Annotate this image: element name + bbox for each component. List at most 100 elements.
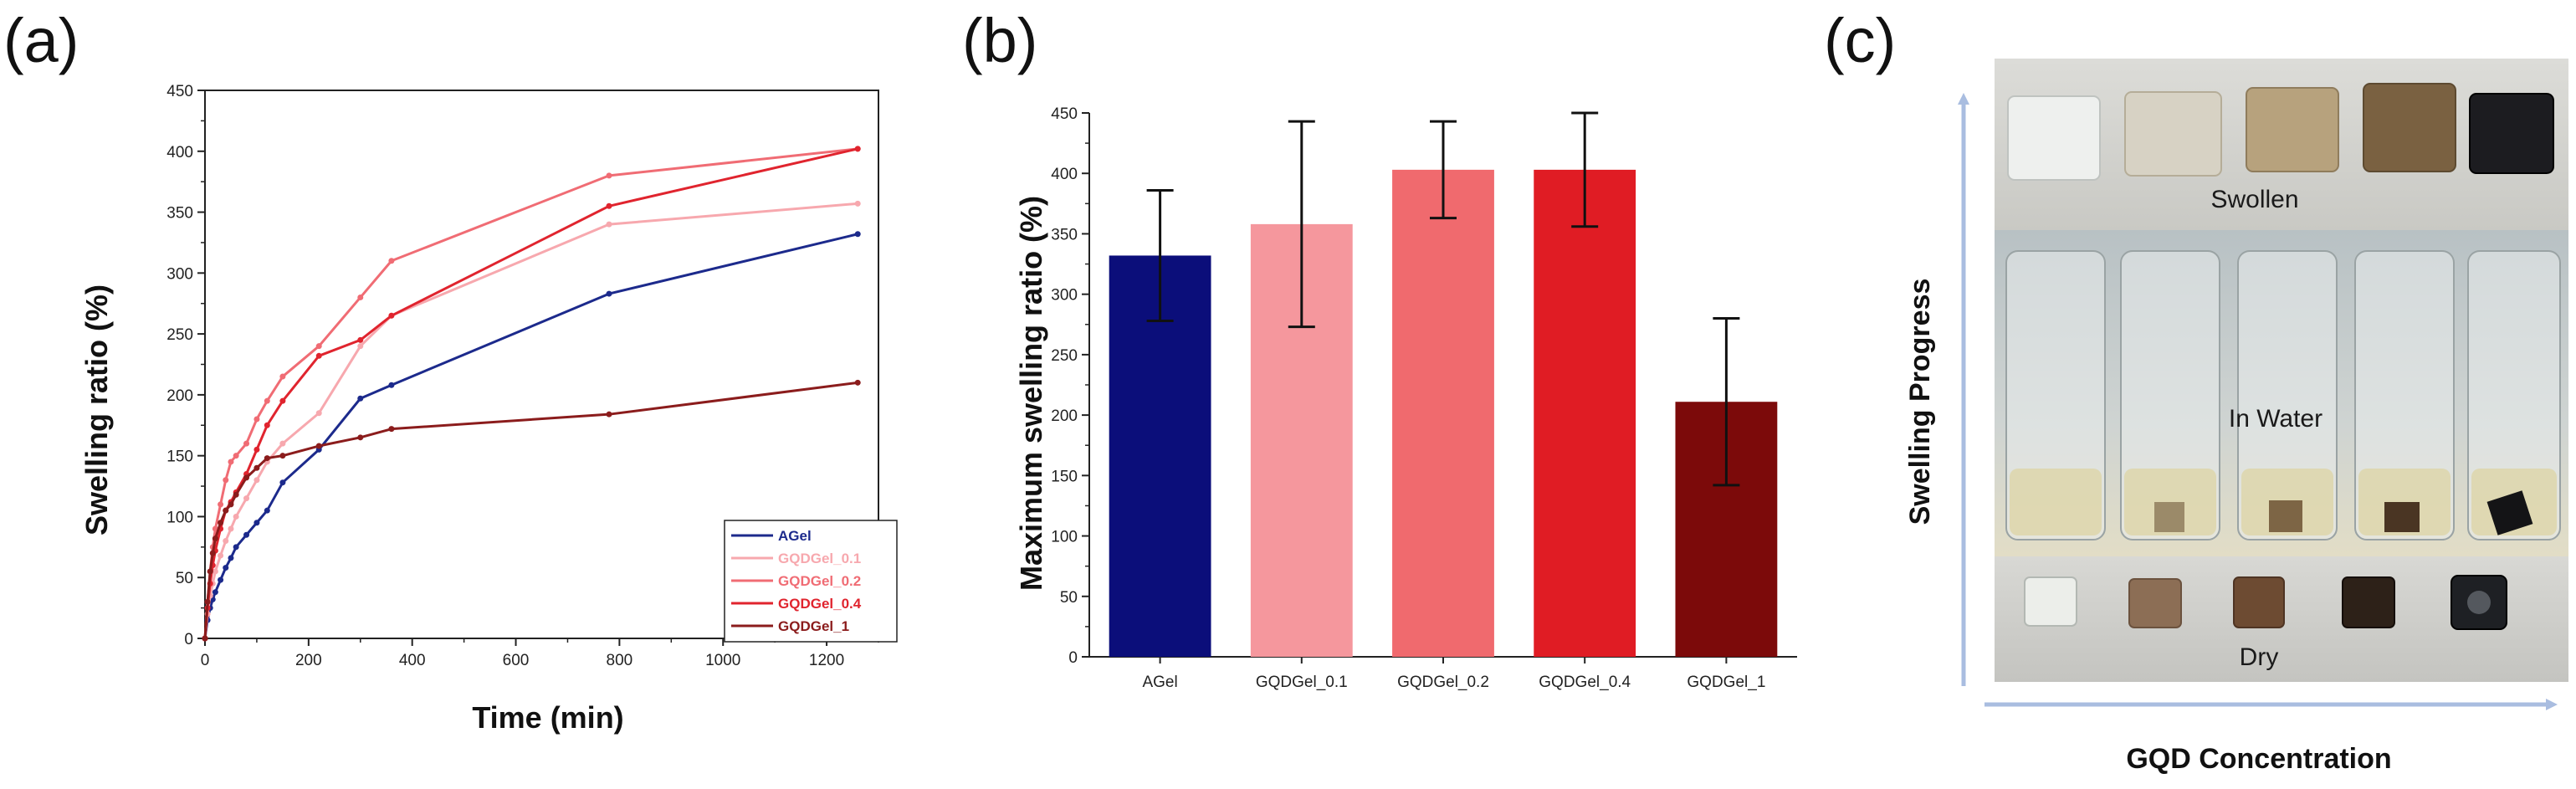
chart-b-ytick-label: 350 — [1051, 226, 1078, 243]
chart-b-ylabel: Maximum swelling ratio (%) — [1014, 196, 1048, 591]
data-point-gqdgel-1 — [228, 501, 234, 508]
panel-label-c: (c) — [1824, 6, 1897, 75]
data-point-agel — [279, 479, 286, 486]
dry-gel-0-2 — [2233, 576, 2285, 628]
chart-a-ytick-label: 350 — [166, 205, 193, 223]
swollen-gel-0-2 — [2246, 87, 2339, 172]
data-point-gqdgel-0-4 — [388, 312, 395, 319]
data-point-gqdgel-0-1 — [228, 525, 234, 532]
swelling-ratio-line-chart: Swelling ratio (%) Time (min) 0 50 100 150 2… — [79, 83, 898, 735]
data-point-gqdgel-1 — [218, 520, 224, 526]
data-point-agel — [243, 531, 250, 538]
data-point-gqdgel-0-2 — [264, 397, 270, 404]
chart-a-xtick-label: 200 — [295, 652, 322, 669]
chart-a-xtick-label: 1200 — [809, 652, 844, 669]
legend-label-gqdgel-0-1: GQDGel_0.1 — [778, 551, 861, 566]
chart-b-ytick-label: 0 — [1068, 649, 1078, 667]
category-label-gqdgel-0-4: GQDGel_0.4 — [1539, 674, 1631, 691]
data-point-gqdgel-0-2 — [315, 343, 322, 350]
chart-b-ytick-label: 200 — [1051, 407, 1078, 425]
data-point-agel — [218, 576, 224, 583]
swollen-gel-agel — [2007, 95, 2101, 181]
swollen-gel-1 — [2469, 93, 2554, 174]
data-point-gqdgel-1 — [254, 464, 260, 471]
data-point-gqdgel-0-2 — [228, 459, 234, 465]
chart-a-xtick-label: 0 — [201, 652, 210, 669]
data-point-gqdgel-1 — [854, 379, 861, 386]
chart-a-ytick-label: 250 — [166, 326, 193, 344]
data-point-gqdgel-0-1 — [223, 538, 229, 545]
data-point-gqdgel-0-4 — [854, 146, 861, 152]
category-label-agel: AGel — [1142, 674, 1177, 691]
data-point-gqdgel-1 — [207, 568, 213, 575]
data-point-agel — [357, 395, 364, 402]
data-point-gqdgel-0-1 — [243, 495, 250, 502]
chart-a-xtick-label: 600 — [503, 652, 530, 669]
data-point-gqdgel-1 — [204, 598, 211, 605]
data-point-agel — [254, 520, 260, 526]
data-point-agel — [212, 589, 218, 596]
data-point-gqdgel-1 — [264, 455, 270, 462]
data-point-agel — [264, 507, 270, 514]
legend-label-agel: AGel — [778, 528, 812, 544]
series-line-gqdgel-1 — [203, 381, 858, 639]
legend-label-gqdgel-1: GQDGel_1 — [778, 618, 849, 634]
series-line-gqdgel-0-4 — [203, 147, 858, 639]
category-label-gqdgel-0-1: GQDGel_0.1 — [1256, 674, 1348, 691]
chart-a-ytick-label: 50 — [176, 570, 193, 587]
chart-b-ytick-label: 400 — [1051, 166, 1078, 183]
data-point-gqdgel-0-2 — [388, 258, 395, 264]
data-point-gqdgel-0-2 — [254, 416, 260, 423]
data-point-gqdgel-1 — [388, 426, 395, 433]
dry-gel-agel — [2024, 576, 2077, 627]
swollen-gel-0-1 — [2124, 91, 2222, 177]
chart-b-ytick-label: 300 — [1051, 287, 1078, 305]
photo-label-in-water: In Water — [2229, 405, 2322, 433]
data-point-gqdgel-0-2 — [233, 453, 239, 459]
vial-gqdgel-1 — [2467, 250, 2561, 541]
data-point-agel — [223, 565, 229, 571]
data-point-gqdgel-0-1 — [315, 410, 322, 417]
dry-gel-1-highlight — [2467, 591, 2491, 614]
max-swelling-bar-chart: Maximum swelling ratio (%) 0 50 100 150 200 2… — [1014, 105, 1797, 691]
data-point-gqdgel-1 — [243, 474, 250, 481]
panel-label-b: (b) — [962, 6, 1038, 75]
data-point-gqdgel-0-1 — [279, 440, 286, 447]
data-point-gqdgel-1 — [606, 411, 612, 418]
hydrogel-photo-panel: Swollen In Water — [1904, 59, 2568, 775]
chart-a-xtick-label: 400 — [399, 652, 426, 669]
data-point-agel — [854, 231, 861, 238]
chart-a-ylabel: Swelling ratio (%) — [79, 284, 114, 535]
data-point-gqdgel-0-1 — [233, 513, 239, 520]
data-point-gqdgel-0-2 — [223, 477, 229, 484]
data-point-gqdgel-0-1 — [254, 477, 260, 484]
chart-a-xtick-label: 1000 — [705, 652, 740, 669]
bar-agel — [1109, 255, 1211, 657]
chart-b-ytick-label: 450 — [1051, 105, 1078, 123]
data-point-gqdgel-1 — [212, 535, 218, 542]
chart-b-ytick-label: 150 — [1051, 468, 1078, 485]
chart-b-ytick-label: 250 — [1051, 347, 1078, 365]
data-point-agel — [228, 555, 234, 561]
chart-a-ytick-label: 300 — [166, 265, 193, 283]
data-point-gqdgel-1 — [357, 434, 364, 441]
chart-a-ytick-label: 200 — [166, 387, 193, 405]
vial-gqdgel-0-1 — [2120, 250, 2220, 541]
legend-label-gqdgel-0-4: GQDGel_0.4 — [778, 596, 862, 612]
data-point-gqdgel-0-2 — [606, 172, 612, 179]
data-point-gqdgel-0-1 — [606, 221, 612, 228]
vial-gqdgel-0-4 — [2354, 250, 2455, 541]
data-point-gqdgel-0-2 — [279, 373, 286, 380]
data-point-gqdgel-0-1 — [357, 343, 364, 350]
data-point-gqdgel-0-4 — [357, 336, 364, 343]
data-point-gqdgel-0-2 — [357, 294, 364, 300]
data-point-gqdgel-0-4 — [254, 446, 260, 453]
data-point-gqdgel-0-1 — [212, 568, 218, 575]
chart-a-ytick-label: 400 — [166, 144, 193, 161]
dry-gel-0-4 — [2342, 576, 2395, 628]
chart-a-ytick-label: 0 — [184, 631, 193, 648]
data-point-gqdgel-1 — [315, 443, 322, 449]
data-point-gqdgel-1 — [279, 453, 286, 459]
chart-a-xtick-label: 800 — [607, 652, 633, 669]
data-point-agel — [606, 290, 612, 297]
